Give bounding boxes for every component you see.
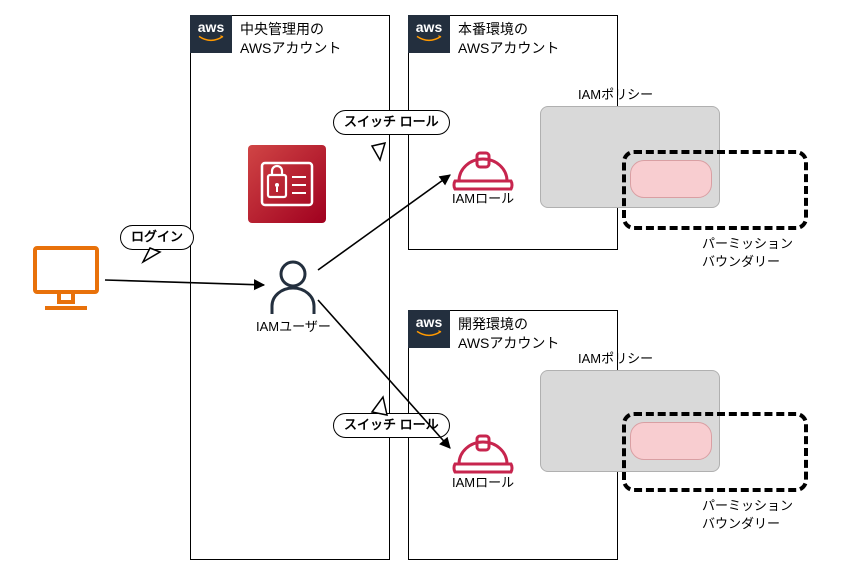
bubble-switch-role-dev: スイッチ ロール — [333, 413, 450, 438]
aws-badge-dev: aws — [408, 310, 450, 348]
iam-role-label-dev: IAMロール — [452, 474, 514, 492]
iam-user-label: IAMユーザー — [256, 318, 331, 336]
bubble-tail-login — [143, 248, 160, 262]
permissions-boundary-label-dev: パーミッション バウンダリー — [702, 497, 793, 532]
diagram-canvas: aws 中央管理用の AWSアカウント aws 本番環境の AWSアカウント a… — [0, 0, 842, 573]
iam-policy-label-dev: IAMポリシー — [578, 350, 653, 368]
aws-badge-central: aws — [190, 15, 232, 53]
permissions-boundary-label-prod: パーミッション バウンダリー — [702, 235, 793, 270]
bubble-login: ログイン — [120, 225, 194, 250]
aws-badge-prod: aws — [408, 15, 450, 53]
effective-permissions-dev — [630, 422, 712, 460]
aws-badge-text: aws — [198, 19, 224, 35]
account-title-central: 中央管理用の AWSアカウント — [240, 20, 341, 58]
iam-policy-label-prod: IAMポリシー — [578, 86, 653, 104]
account-title-dev: 開発環境の AWSアカウント — [458, 315, 559, 353]
iam-role-label-prod: IAMロール — [452, 190, 514, 208]
computer-icon — [35, 248, 97, 308]
account-title-prod: 本番環境の AWSアカウント — [458, 20, 559, 58]
aws-badge-text: aws — [416, 314, 442, 330]
aws-badge-text: aws — [416, 19, 442, 35]
effective-permissions-prod — [630, 160, 712, 198]
bubble-switch-role-prod: スイッチ ロール — [333, 110, 450, 135]
account-box-central — [190, 15, 390, 560]
